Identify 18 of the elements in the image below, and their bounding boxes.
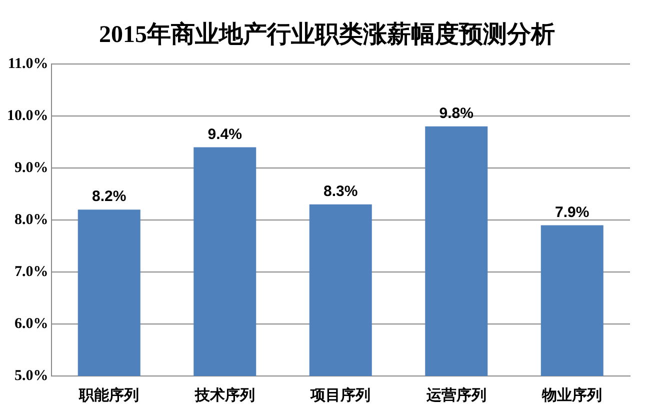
y-tick-label: 10.0% <box>7 108 48 124</box>
data-label: 8.3% <box>324 183 358 200</box>
y-tick-label: 11.0% <box>8 56 48 72</box>
y-tick-label: 9.0% <box>14 160 48 176</box>
data-label: 7.9% <box>555 204 590 221</box>
chart-title: 2015年商业地产行业职类涨薪幅度预测分析 <box>98 20 556 50</box>
x-tick-label: 职能序列 <box>78 386 140 404</box>
y-tick-label: 5.0% <box>14 368 48 384</box>
y-tick-label: 6.0% <box>14 316 48 332</box>
y-tick-label: 7.0% <box>14 264 48 280</box>
y-tick-label: 8.0% <box>14 212 48 228</box>
x-tick-label: 技术序列 <box>194 386 255 404</box>
data-label: 9.8% <box>439 105 474 122</box>
x-tick-label: 项目序列 <box>310 386 371 404</box>
x-tick-label: 运营序列 <box>425 386 486 404</box>
data-label: 8.2% <box>92 188 126 206</box>
x-tick-label: 物业序列 <box>541 386 602 404</box>
data-label: 9.4% <box>208 126 242 143</box>
